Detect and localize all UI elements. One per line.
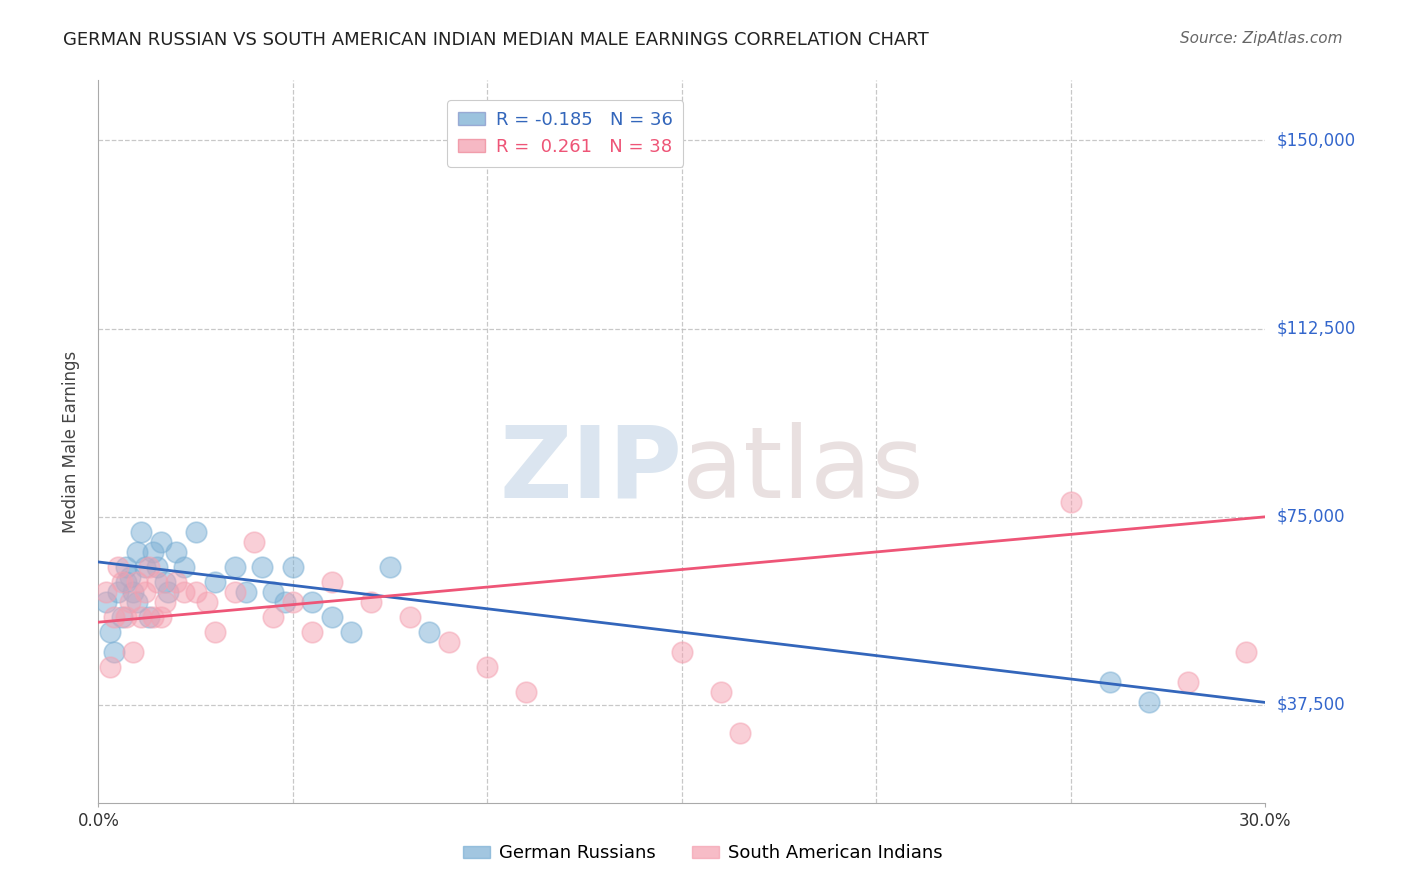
Text: Source: ZipAtlas.com: Source: ZipAtlas.com [1180, 31, 1343, 46]
Text: ZIP: ZIP [499, 422, 682, 519]
Point [477, 660, 499, 674]
Point [114, 610, 136, 624]
Point [146, 560, 169, 574]
Point [301, 595, 323, 609]
Point [671, 645, 693, 659]
Point [138, 610, 160, 624]
Point [114, 560, 136, 574]
Point [360, 595, 382, 609]
Point [418, 625, 440, 640]
Point [184, 585, 207, 599]
Point [321, 610, 343, 624]
Text: atlas: atlas [682, 422, 924, 519]
Point [146, 574, 169, 589]
Point [262, 585, 284, 599]
Point [515, 685, 537, 699]
Point [165, 574, 187, 589]
Point [301, 625, 323, 640]
Point [380, 560, 402, 574]
Point [281, 560, 304, 574]
Point [134, 560, 156, 574]
Point [122, 645, 145, 659]
Point [114, 574, 136, 589]
Point [96, 595, 118, 609]
Text: $37,500: $37,500 [1277, 696, 1346, 714]
Point [149, 610, 172, 624]
Point [1177, 675, 1199, 690]
Point [107, 585, 129, 599]
Point [138, 560, 160, 574]
Point [118, 595, 141, 609]
Point [730, 725, 752, 739]
Point [1098, 675, 1121, 690]
Text: $150,000: $150,000 [1277, 131, 1355, 150]
Point [98, 660, 121, 674]
Point [195, 595, 218, 609]
Legend: German Russians, South American Indians: German Russians, South American Indians [456, 838, 950, 870]
Point [127, 574, 149, 589]
Point [274, 595, 297, 609]
Point [122, 585, 145, 599]
Point [250, 560, 273, 574]
Point [235, 585, 257, 599]
Point [153, 595, 176, 609]
Point [340, 625, 363, 640]
Point [321, 574, 343, 589]
Point [142, 610, 165, 624]
Point [127, 595, 149, 609]
Text: GERMAN RUSSIAN VS SOUTH AMERICAN INDIAN MEDIAN MALE EARNINGS CORRELATION CHART: GERMAN RUSSIAN VS SOUTH AMERICAN INDIAN … [63, 31, 929, 49]
Point [165, 545, 187, 559]
Point [184, 524, 207, 539]
Point [224, 560, 246, 574]
Legend: R = -0.185   N = 36, R =  0.261   N = 38: R = -0.185 N = 36, R = 0.261 N = 38 [447, 100, 683, 167]
Point [262, 610, 284, 624]
Point [204, 625, 226, 640]
Point [204, 574, 226, 589]
Point [98, 625, 121, 640]
Point [103, 645, 125, 659]
Point [173, 560, 195, 574]
Point [710, 685, 733, 699]
Point [129, 610, 152, 624]
Point [134, 585, 156, 599]
Point [149, 534, 172, 549]
Point [96, 585, 118, 599]
Point [103, 610, 125, 624]
Point [243, 534, 266, 549]
Text: $112,500: $112,500 [1277, 319, 1355, 338]
Point [1060, 494, 1083, 508]
Point [127, 545, 149, 559]
Point [1234, 645, 1257, 659]
Point [157, 585, 180, 599]
Text: $75,000: $75,000 [1277, 508, 1346, 525]
Point [224, 585, 246, 599]
Point [1137, 696, 1160, 710]
Point [118, 570, 141, 584]
Point [142, 545, 165, 559]
Point [437, 635, 460, 649]
Point [107, 560, 129, 574]
Point [111, 610, 134, 624]
Y-axis label: Median Male Earnings: Median Male Earnings [62, 351, 80, 533]
Point [173, 585, 195, 599]
Point [129, 524, 152, 539]
Point [153, 574, 176, 589]
Point [281, 595, 304, 609]
Point [111, 574, 134, 589]
Point [398, 610, 420, 624]
